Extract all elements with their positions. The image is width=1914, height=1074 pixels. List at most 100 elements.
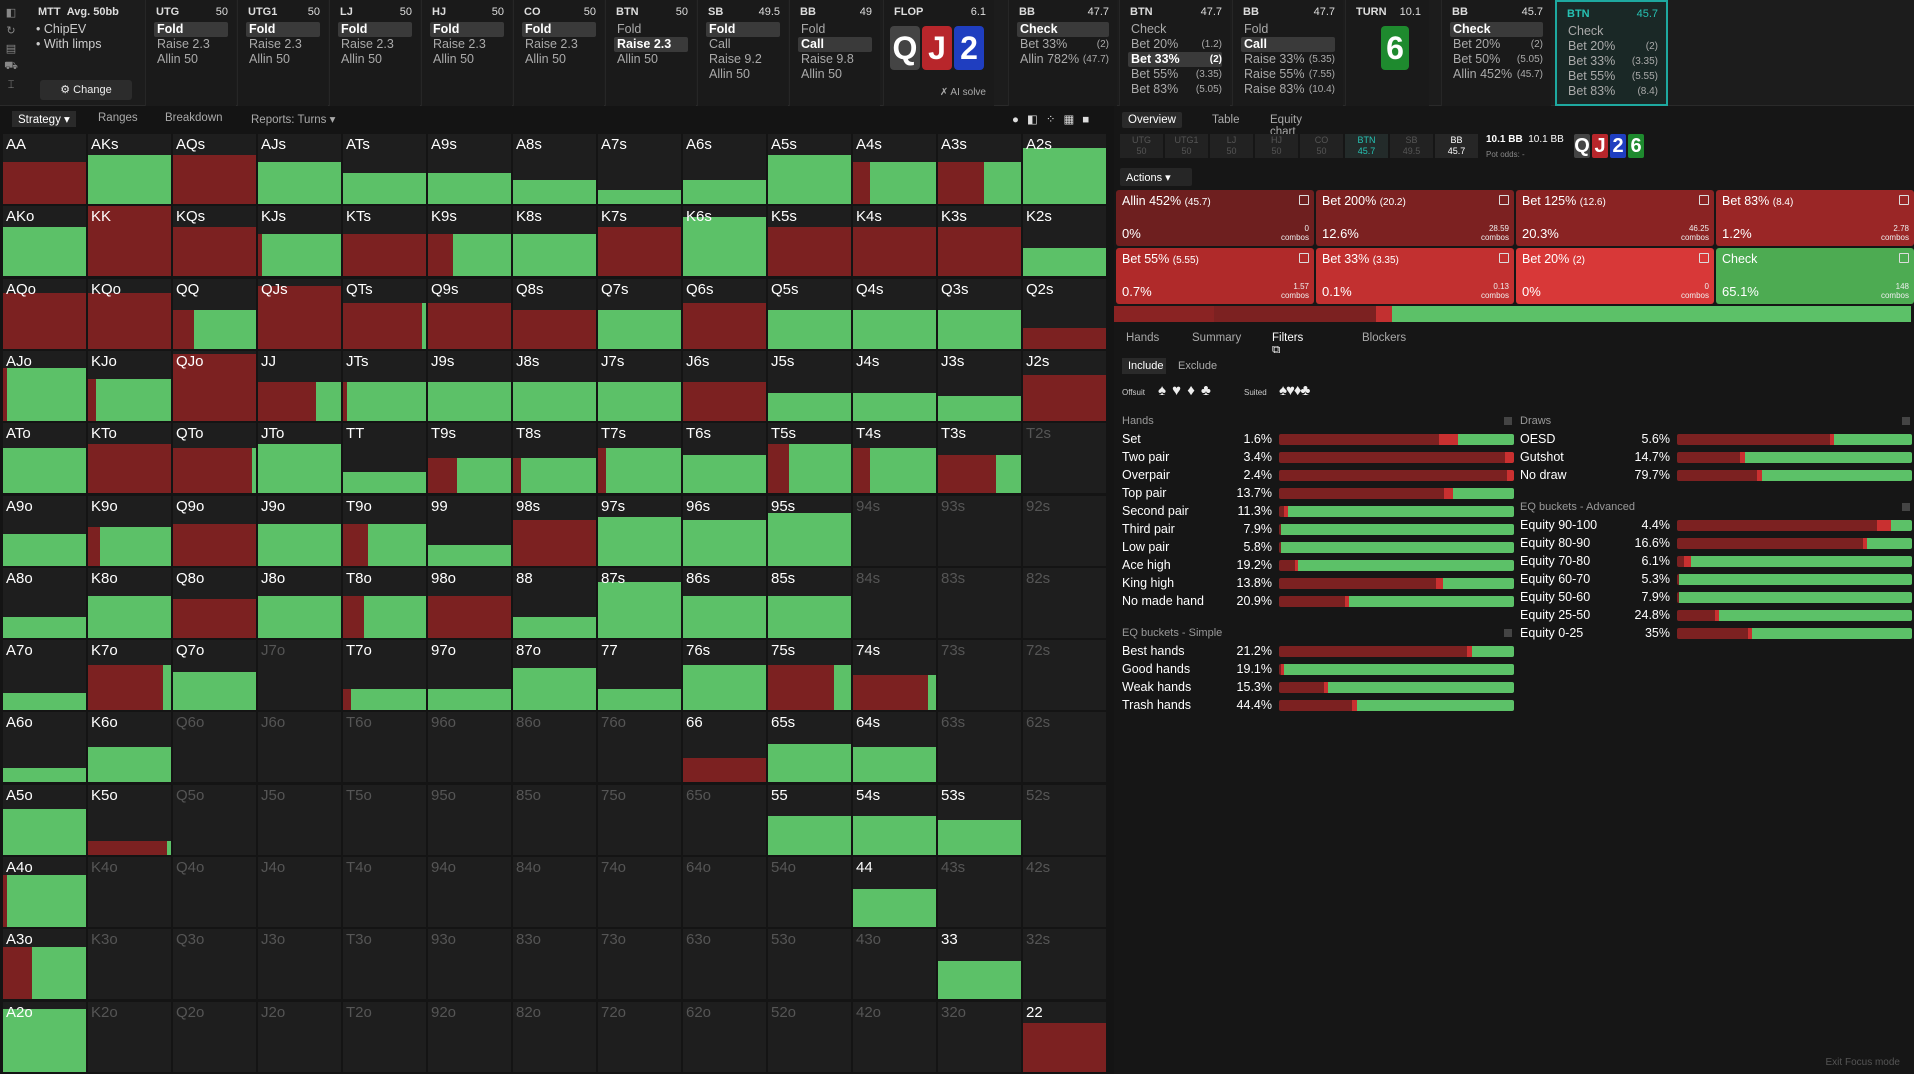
hand-cell[interactable]: 75o bbox=[598, 784, 681, 855]
hand-cell[interactable]: A9o bbox=[3, 495, 86, 566]
hand-cell[interactable]: A2s bbox=[1023, 134, 1106, 204]
action-option[interactable]: Call bbox=[798, 37, 872, 52]
hand-cell[interactable]: 52o bbox=[768, 1001, 851, 1072]
cursor-icon[interactable]: ⌶ bbox=[7, 79, 15, 91]
action-option[interactable]: Bet 83% (8.4) bbox=[1565, 84, 1658, 99]
hand-cell[interactable]: Q8s bbox=[513, 278, 596, 349]
node-bb[interactable]: BB 47.7 Check Bet 33% (2) Allin 782% (47.7) bbox=[1008, 0, 1117, 106]
action-option[interactable]: Raise 55% (7.55) bbox=[1241, 67, 1335, 82]
hand-cell[interactable]: 93s bbox=[938, 495, 1021, 566]
action-option[interactable]: Bet 20% (1.2) bbox=[1128, 37, 1222, 52]
action-option[interactable]: Bet 33% (2) bbox=[1128, 52, 1222, 67]
square-icon[interactable]: ■ bbox=[1082, 114, 1098, 126]
node-lj[interactable]: LJ 50 Fold Raise 2.3 Allin 50 bbox=[329, 0, 420, 106]
action-option[interactable]: Raise 9.8 bbox=[798, 52, 872, 67]
action-option[interactable]: Fold bbox=[338, 22, 412, 37]
hand-cell[interactable]: 54o bbox=[768, 857, 851, 927]
hand-cell[interactable]: J7o bbox=[258, 640, 341, 711]
action-option[interactable]: Allin 782% (47.7) bbox=[1017, 52, 1109, 67]
hand-cell[interactable]: A5o bbox=[3, 784, 86, 855]
hand-cell[interactable]: 42s bbox=[1023, 857, 1106, 927]
hand-cell[interactable]: 73s bbox=[938, 640, 1021, 711]
hand-cell[interactable]: 72o bbox=[598, 1001, 681, 1072]
action-option[interactable]: Raise 9.2 bbox=[706, 52, 780, 67]
hand-cell[interactable]: 85s bbox=[768, 567, 851, 638]
hand-cell[interactable]: AKo bbox=[3, 206, 86, 277]
hand-cell[interactable]: KTs bbox=[343, 206, 426, 277]
action-option[interactable]: Fold bbox=[1241, 22, 1335, 37]
stat-row[interactable]: Equity 50-60 7.9% bbox=[1520, 590, 1912, 604]
action-option[interactable]: Bet 55% (5.55) bbox=[1565, 69, 1658, 84]
hand-cell[interactable]: J8o bbox=[258, 567, 341, 638]
hand-cell[interactable]: 66 bbox=[683, 712, 766, 783]
stat-row[interactable]: Overpair 2.4% bbox=[1122, 468, 1514, 482]
exclude-toggle[interactable]: Exclude bbox=[1178, 360, 1218, 372]
node-btn[interactable]: BTN 45.7 Check Bet 20% (2) Bet 33% (3.35) Bet 5… bbox=[1555, 0, 1668, 106]
hand-cell[interactable]: QTo bbox=[173, 423, 256, 494]
stat-row[interactable]: Ace high 19.2% bbox=[1122, 558, 1514, 572]
hand-cell[interactable]: 43s bbox=[938, 857, 1021, 927]
grid-icon[interactable]: ▦ bbox=[1063, 114, 1083, 126]
tab-blockers[interactable]: Blockers bbox=[1362, 332, 1407, 344]
action-option[interactable]: Call bbox=[1241, 37, 1335, 52]
hand-cell[interactable]: 87s bbox=[598, 567, 681, 638]
tab-strategy[interactable]: Strategy ▾ bbox=[12, 111, 76, 127]
action-card[interactable]: Bet 83% (8.4) 1.2% 2.78 combos bbox=[1716, 190, 1914, 246]
hand-cell[interactable]: K9s bbox=[428, 206, 511, 277]
action-option[interactable]: Raise 2.3 bbox=[338, 37, 412, 52]
contrast-icon[interactable]: ◧ bbox=[1026, 114, 1046, 126]
hand-cell[interactable]: 75s bbox=[768, 640, 851, 711]
hand-cell[interactable]: 32s bbox=[1023, 929, 1106, 1000]
collapse-icon[interactable] bbox=[1504, 417, 1512, 425]
hand-cell[interactable]: KJs bbox=[258, 206, 341, 277]
hand-cell[interactable]: K5s bbox=[768, 206, 851, 277]
action-option[interactable]: Bet 20% (2) bbox=[1565, 39, 1658, 54]
action-option[interactable]: Allin 452% (45.7) bbox=[1450, 67, 1543, 82]
stat-row[interactable]: No made hand 20.9% bbox=[1122, 594, 1514, 608]
node-utg1[interactable]: UTG1 50 Fold Raise 2.3 Allin 50 bbox=[237, 0, 328, 106]
hand-cell[interactable]: Q6o bbox=[173, 712, 256, 783]
hand-cell[interactable]: 77 bbox=[598, 640, 681, 711]
action-option[interactable]: Bet 33% (3.35) bbox=[1565, 54, 1658, 69]
hand-cell[interactable]: 65o bbox=[683, 784, 766, 855]
hand-cell[interactable]: Q4s bbox=[853, 278, 936, 349]
hand-cell[interactable]: T8s bbox=[513, 423, 596, 494]
action-option[interactable]: Raise 2.3 bbox=[522, 37, 596, 52]
hand-cell[interactable]: Q5s bbox=[768, 278, 851, 349]
hand-cell[interactable]: 94s bbox=[853, 495, 936, 566]
select-icon[interactable] bbox=[1299, 253, 1309, 263]
hand-cell[interactable]: 82s bbox=[1023, 567, 1106, 638]
hand-cell[interactable]: AJo bbox=[3, 350, 86, 421]
action-card[interactable]: Check 65.1% 148 combos bbox=[1716, 248, 1914, 304]
collapse-icon[interactable] bbox=[1902, 503, 1910, 511]
actions-dropdown[interactable]: Actions ▾ bbox=[1120, 168, 1192, 186]
action-card[interactable]: Allin 452% (45.7) 0% 0 combos bbox=[1116, 190, 1314, 246]
action-option[interactable]: Raise 83% (10.4) bbox=[1241, 82, 1335, 97]
hand-cell[interactable]: K9o bbox=[88, 495, 171, 566]
hand-cell[interactable]: J8s bbox=[513, 350, 596, 421]
collapse-icon[interactable] bbox=[1902, 417, 1910, 425]
hand-cell[interactable]: 96o bbox=[428, 712, 511, 783]
hand-cell[interactable]: T6s bbox=[683, 423, 766, 494]
hand-cell[interactable]: JTs bbox=[343, 350, 426, 421]
hand-cell[interactable]: 64o bbox=[683, 857, 766, 927]
action-option[interactable]: Allin 50 bbox=[706, 67, 780, 82]
hand-cell[interactable]: Q9s bbox=[428, 278, 511, 349]
hand-cell[interactable]: J9s bbox=[428, 350, 511, 421]
stat-row[interactable]: Gutshot 14.7% bbox=[1520, 450, 1912, 464]
hand-cell[interactable]: Q6s bbox=[683, 278, 766, 349]
hand-cell[interactable]: Q5o bbox=[173, 784, 256, 855]
hand-cell[interactable]: 53s bbox=[938, 784, 1021, 855]
action-option[interactable]: Allin 50 bbox=[798, 67, 872, 82]
select-icon[interactable] bbox=[1499, 253, 1509, 263]
hand-cell[interactable]: J7s bbox=[598, 350, 681, 421]
hand-cell[interactable]: 88 bbox=[513, 567, 596, 638]
hand-cell[interactable]: 97s bbox=[598, 495, 681, 566]
hand-cell[interactable]: K7s bbox=[598, 206, 681, 277]
hand-cell[interactable]: T4o bbox=[343, 857, 426, 927]
hand-cell[interactable]: Q3s bbox=[938, 278, 1021, 349]
hand-cell[interactable]: 63s bbox=[938, 712, 1021, 783]
hand-cell[interactable]: K5o bbox=[88, 784, 171, 855]
action-option[interactable]: Bet 33% (2) bbox=[1017, 37, 1109, 52]
action-card[interactable]: Bet 20% (2) 0% 0 combos bbox=[1516, 248, 1714, 304]
